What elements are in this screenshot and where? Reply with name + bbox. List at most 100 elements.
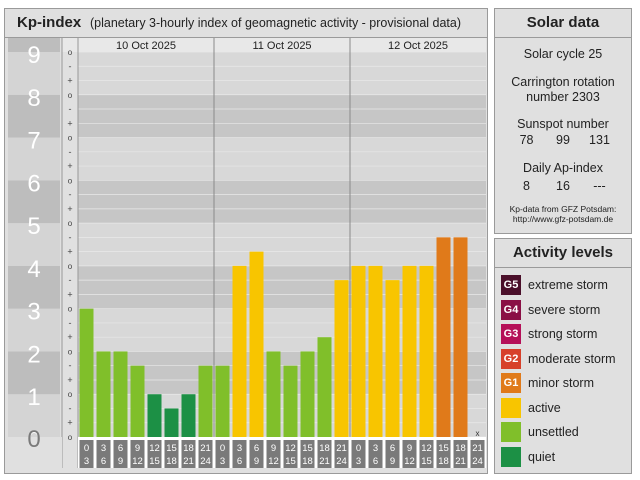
time-row-bg xyxy=(78,437,486,468)
interval-end-label: 9 xyxy=(390,456,395,467)
plot-band xyxy=(78,180,486,224)
time-cell xyxy=(453,440,468,468)
date-label: 10 Oct 2025 xyxy=(116,40,176,52)
minor-mark: o xyxy=(68,305,73,314)
legend-label: extreme storm xyxy=(528,278,608,292)
kp-title: Kp-index xyxy=(17,14,82,31)
date-row-bg xyxy=(62,38,486,52)
interval-end-label: 9 xyxy=(254,456,259,467)
kp-bar xyxy=(232,265,247,437)
time-cell xyxy=(96,440,111,468)
legend-swatch: G1 xyxy=(501,373,521,393)
sunspot-value: 99 xyxy=(556,133,570,147)
interval-end-label: 15 xyxy=(421,456,432,467)
minor-mark: - xyxy=(69,147,72,157)
interval-end-label: 24 xyxy=(336,456,347,467)
time-cell xyxy=(317,440,332,468)
time-cell xyxy=(181,440,196,468)
y-tick-label: 3 xyxy=(27,299,40,326)
interval-end-label: 3 xyxy=(356,456,361,467)
y-tick-label: 2 xyxy=(27,341,40,368)
legend-label: active xyxy=(528,400,561,415)
interval-end-label: 15 xyxy=(149,456,160,467)
y-band-label xyxy=(8,94,60,138)
time-cell xyxy=(436,440,451,468)
source-link[interactable]: http://www.gfz-potsdam.de xyxy=(512,214,614,224)
interval-end-label: 12 xyxy=(268,456,279,467)
sunspot-label: Sunspot number xyxy=(517,117,609,131)
kp-subtitle: (planetary 3-hourly index of geomagnetic… xyxy=(90,16,462,30)
minor-mark: + xyxy=(67,118,72,128)
kp-bar xyxy=(215,365,230,437)
legend-label: minor storm xyxy=(528,376,594,390)
y-band-label xyxy=(8,180,60,224)
y-band-label xyxy=(8,351,60,395)
time-cell xyxy=(351,440,366,468)
legend-swatch: G2 xyxy=(501,348,521,369)
minor-mark: o xyxy=(68,390,73,399)
interval-start-label: 18 xyxy=(183,443,194,454)
interval-end-label: 6 xyxy=(101,456,106,467)
interval-start-label: 21 xyxy=(336,443,347,454)
label-col-bottom xyxy=(8,437,62,468)
minor-mark: o xyxy=(68,91,73,100)
minor-mark: o xyxy=(68,176,73,185)
interval-start-label: 9 xyxy=(271,443,276,454)
minor-mark: - xyxy=(69,104,72,114)
interval-start-label: 0 xyxy=(84,443,89,454)
interval-start-label: 21 xyxy=(472,443,483,454)
kp-bar xyxy=(385,280,400,437)
time-cell xyxy=(419,440,434,468)
minor-mark: o xyxy=(68,347,73,356)
y-tick-label: 8 xyxy=(27,85,40,112)
kp-bar xyxy=(283,365,298,437)
y-tick-label: 9 xyxy=(27,42,40,69)
activity-levels-panel: Activity levels G5 extreme storm G4 severe … xyxy=(494,238,632,474)
plot-band xyxy=(78,52,486,95)
time-cell xyxy=(164,440,179,468)
interval-end-label: 12 xyxy=(404,456,415,467)
y-band-label xyxy=(8,38,60,52)
minor-mark: - xyxy=(69,61,72,71)
minor-mark: o xyxy=(68,219,73,228)
plot-band xyxy=(78,265,486,309)
legend-label: quiet xyxy=(528,449,556,464)
y-band-label xyxy=(8,394,60,437)
interval-end-label: 24 xyxy=(200,456,211,467)
minor-mark: - xyxy=(69,190,72,200)
legend-label: unsettled xyxy=(528,425,579,439)
time-cell xyxy=(215,440,230,468)
minor-mark: - xyxy=(69,361,72,371)
minor-mark: - xyxy=(69,275,72,285)
kp-bar xyxy=(79,308,94,437)
legend-swatch: G3 xyxy=(501,324,521,344)
minor-mark: + xyxy=(67,76,72,86)
kp-bar xyxy=(164,408,179,437)
kp-header: Kp-index (planetary 3-hourly index of ge… xyxy=(5,9,487,38)
kp-bar xyxy=(402,265,417,437)
activity-header: Activity levels xyxy=(495,239,631,268)
interval-end-label: 3 xyxy=(84,456,89,467)
interval-start-label: 3 xyxy=(373,443,378,454)
interval-end-label: 18 xyxy=(438,456,449,467)
solar-data-panel: Solar data Solar cycle 25 Carrington rot… xyxy=(494,8,632,234)
time-cell xyxy=(130,440,145,468)
minor-mark: - xyxy=(69,232,72,242)
interval-end-label: 21 xyxy=(319,456,330,467)
kp-bar xyxy=(419,265,434,437)
y-tick-label: 1 xyxy=(27,384,40,411)
interval-start-label: 12 xyxy=(149,443,160,454)
interval-start-label: 3 xyxy=(237,443,242,454)
kp-bar xyxy=(453,237,468,437)
time-cell xyxy=(402,440,417,468)
minor-mark: o xyxy=(68,48,73,57)
sunspot-value: 131 xyxy=(589,133,610,147)
sunspot-value: 78 xyxy=(519,133,534,147)
kp-bar xyxy=(300,351,315,437)
plot-band xyxy=(78,94,486,138)
ap-value: --- xyxy=(593,179,606,193)
missing-marker: x xyxy=(476,429,480,438)
minor-mark: + xyxy=(67,418,72,428)
minor-mark: + xyxy=(67,161,72,171)
